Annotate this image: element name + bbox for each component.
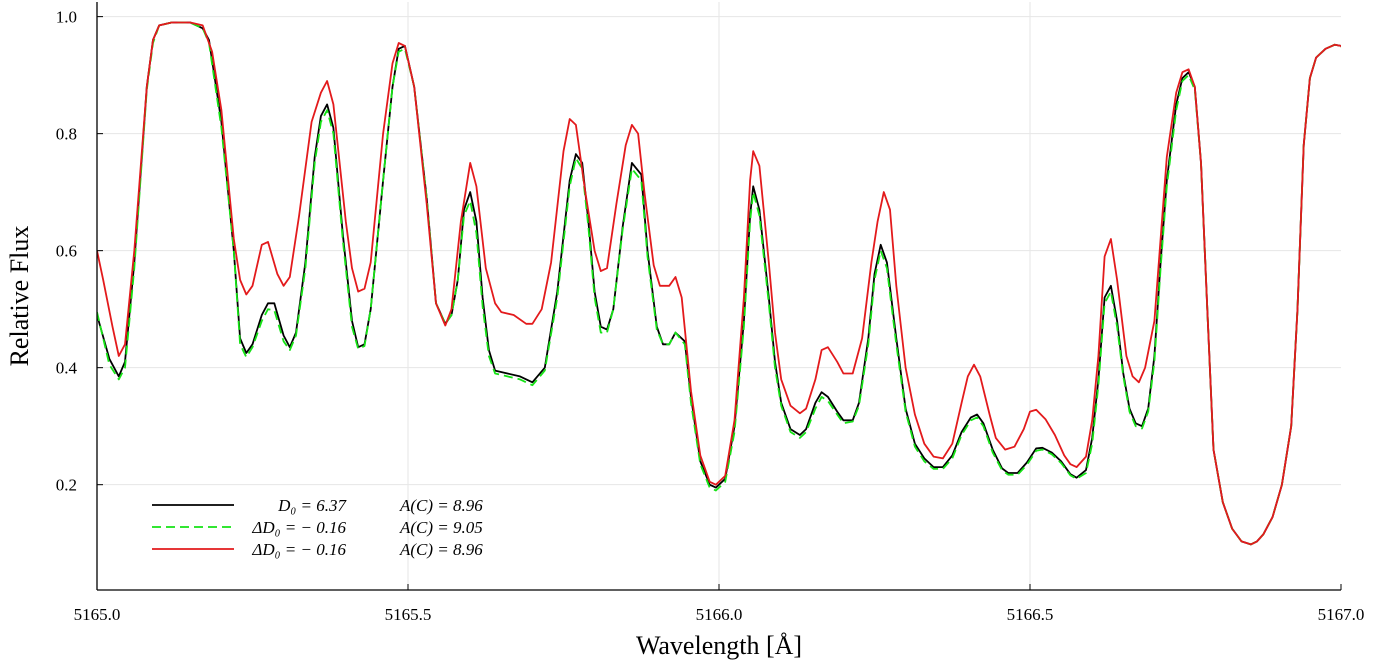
legend-label-left-2: ΔD₀ = − 0.16 (251, 518, 346, 537)
series-line-2 (97, 21, 1341, 546)
y-tick-label: 0.6 (56, 242, 77, 261)
ticks-layer: 5165.0 5165.5 5166.0 5166.5 5167.0 0.2 0.4 0.6 0… (56, 8, 1365, 624)
x-axis-label: Wavelength [Å] (636, 631, 802, 660)
y-tick-label: 0.2 (56, 476, 77, 495)
legend-label-left-3: ΔD₀ = − 0.16 (251, 540, 346, 559)
y-axis-label: Relative Flux (5, 226, 34, 367)
y-tick-label: 0.8 (56, 125, 77, 144)
y-tick-label: 0.4 (56, 359, 78, 378)
series-line-3 (97, 21, 1341, 546)
grid-layer (97, 2, 1341, 590)
legend: D₀ = 6.37 A(C) = 8.96 ΔD₀ = − 0.16 A(C) = 9… (152, 496, 483, 559)
x-tick-label: 5166.5 (1007, 605, 1054, 624)
legend-label-right-2: A(C) = 9.05 (399, 518, 483, 537)
legend-label-right-3: A(C) = 8.96 (399, 540, 483, 559)
x-tick-label: 5165.0 (74, 605, 121, 624)
y-tick-label: 1.0 (56, 8, 77, 27)
x-tick-label: 5167.0 (1318, 605, 1365, 624)
x-tick-label: 5166.0 (696, 605, 743, 624)
legend-label-left-1: D₀ = 6.37 (277, 496, 347, 515)
x-tick-label: 5165.5 (385, 605, 432, 624)
legend-label-right-1: A(C) = 8.96 (399, 496, 483, 515)
series-layer (97, 21, 1341, 546)
